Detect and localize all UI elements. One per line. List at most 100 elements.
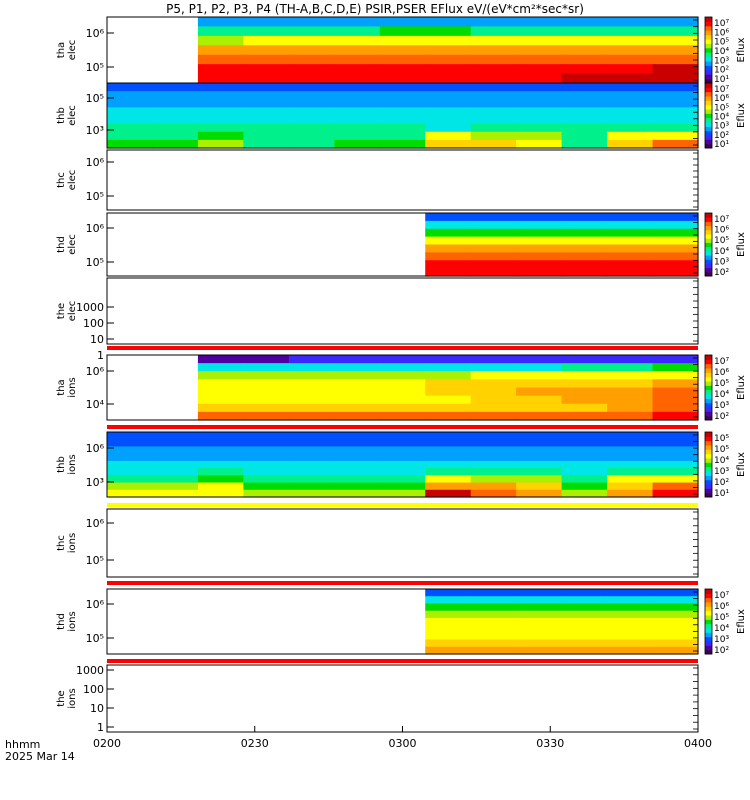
thd-ions-cell bbox=[425, 596, 472, 605]
thb-ions-label-bottom: ions bbox=[67, 454, 78, 474]
thd-elec-cell bbox=[607, 252, 654, 261]
thb-elec-cell bbox=[334, 91, 381, 100]
thb-elec-colorbar-segment bbox=[705, 96, 712, 101]
thd-elec-cell bbox=[652, 213, 699, 222]
thb-elec-cell bbox=[152, 123, 199, 133]
thd-elec-cell bbox=[516, 268, 563, 277]
the-elec-label-top: the bbox=[56, 303, 67, 319]
tha-ions-cell bbox=[288, 379, 335, 389]
chart-title: P5, P1, P2, P3, P4 (TH-A,B,C,D,E) PSIR,P… bbox=[166, 2, 584, 16]
tha-elec-cell bbox=[243, 54, 290, 65]
thd-elec-colorbar-segment bbox=[705, 229, 712, 235]
thc-elec-ytick-label: 10⁵ bbox=[86, 190, 104, 203]
thd-ions-colorbar-tick-label: 10⁵ bbox=[714, 613, 729, 623]
thd-elec-cell bbox=[516, 260, 563, 269]
tha-elec-cell bbox=[425, 54, 472, 65]
thb-elec-cell bbox=[197, 99, 244, 108]
thd-elec-colorbar-frame bbox=[704, 212, 713, 277]
thd-elec-cell bbox=[425, 244, 472, 253]
thb-elec-cell bbox=[334, 131, 381, 141]
thb-ions-colorbar-segment bbox=[705, 488, 712, 494]
thd-elec-colorbar-segment bbox=[705, 250, 712, 256]
thb-elec-cell bbox=[152, 83, 199, 92]
tha-elec-cell bbox=[334, 35, 381, 46]
thb-ions-cell bbox=[152, 432, 199, 440]
thb-elec-cell bbox=[379, 99, 426, 108]
thb-elec-colorbar-tick-label: 10⁶ bbox=[714, 94, 729, 104]
thc-elec-label-bottom: elec bbox=[67, 170, 78, 191]
tha-ions-cell bbox=[652, 403, 699, 413]
tha-ions-cell bbox=[288, 403, 335, 413]
tha-ions-cell bbox=[561, 379, 608, 389]
thb-elec-colorbar-tick-label: 10⁷ bbox=[714, 85, 729, 95]
tha-elec-cell bbox=[425, 35, 472, 46]
tha-elec-cell bbox=[243, 73, 290, 84]
thb-ions-cell bbox=[425, 475, 472, 484]
thb-elec-cell bbox=[197, 107, 244, 117]
thb-ions-colorbar-segment bbox=[705, 475, 712, 481]
thb-ions-cell bbox=[607, 482, 654, 491]
tha-ions-cell bbox=[470, 403, 517, 413]
thd-elec-ytick-label: 10⁶ bbox=[86, 222, 105, 235]
thb-elec-cell bbox=[470, 139, 517, 149]
thb-ions-cell bbox=[561, 468, 608, 476]
tha-elec-cell bbox=[652, 45, 699, 56]
the-ions-ytick-label: 1 bbox=[97, 721, 104, 734]
tha-elec-cell bbox=[243, 17, 290, 28]
thd-ions-cell bbox=[607, 625, 654, 633]
tha-ions-cell bbox=[334, 395, 381, 405]
thb-ions-cell bbox=[425, 453, 472, 462]
tha-elec-label-top: tha bbox=[56, 42, 67, 58]
tha-ions-cell bbox=[470, 387, 517, 397]
thb-elec-colorbar-segment bbox=[705, 139, 712, 145]
thd-elec-cell bbox=[516, 244, 563, 253]
thc-ions-label-bottom: ions bbox=[67, 533, 78, 553]
tha-elec-cell bbox=[243, 26, 290, 37]
thb-ions-colorbar-segment bbox=[705, 484, 712, 489]
tha-elec-cell bbox=[425, 45, 472, 56]
tha-elec-cell bbox=[425, 73, 472, 84]
thb-elec-cell bbox=[607, 139, 654, 149]
tha-ions-colorbar-tick-label: 10⁵ bbox=[714, 379, 729, 389]
thb-ions-cell bbox=[107, 432, 154, 440]
thb-ions-cell bbox=[425, 489, 472, 498]
thb-elec-colorbar-segment bbox=[705, 83, 712, 88]
tha-ions-cell bbox=[516, 395, 563, 405]
x-axis-tick-label: 0300 bbox=[389, 737, 417, 750]
thb-elec-cell bbox=[334, 99, 381, 108]
thb-ions-cell bbox=[607, 446, 654, 455]
thd-elec-colorbar-segment bbox=[705, 271, 712, 277]
tha-ions-cell bbox=[470, 379, 517, 389]
tha-ions-cell bbox=[243, 411, 290, 421]
thb-ions-cell bbox=[107, 453, 154, 462]
thb-elec-cell bbox=[107, 123, 154, 133]
thb-elec-cell bbox=[470, 115, 517, 125]
tha-ions-cell bbox=[379, 379, 426, 389]
thb-ions-cell bbox=[516, 446, 563, 455]
thb-elec-cell bbox=[652, 115, 699, 125]
thb-ions-colorbar-label: Eflux bbox=[736, 452, 747, 477]
thd-ions-colorbar-tick-label: 10² bbox=[714, 646, 729, 656]
thb-elec-colorbar-segment bbox=[705, 113, 712, 119]
thd-elec-cell bbox=[607, 260, 654, 269]
tha-ions-cell bbox=[379, 371, 426, 380]
thd-ions-cell bbox=[607, 617, 654, 626]
thd-ions-colorbar-segment bbox=[705, 649, 712, 655]
thd-ions-cell bbox=[561, 646, 608, 655]
thb-elec-cell bbox=[652, 91, 699, 100]
tha-ions-cell bbox=[288, 355, 335, 364]
thb-ions-cell bbox=[607, 453, 654, 462]
tha-ions-ytick-label: 10⁶ bbox=[86, 365, 105, 378]
thb-ions-cell bbox=[243, 489, 290, 498]
thb-ions-cell bbox=[652, 482, 699, 491]
thb-elec-cell bbox=[607, 107, 654, 117]
thd-ions-cell bbox=[425, 639, 472, 648]
tha-elec-colorbar-tick-label: 10⁶ bbox=[714, 28, 729, 38]
tha-elec-cell bbox=[197, 54, 244, 65]
tha-ions-cell bbox=[652, 379, 699, 389]
thb-ions-cell bbox=[470, 460, 517, 469]
thb-ions-cell bbox=[379, 446, 426, 455]
tha-elec-cell bbox=[197, 45, 244, 56]
thb-ions-cell bbox=[652, 439, 699, 448]
the-elec-frame bbox=[106, 277, 699, 345]
